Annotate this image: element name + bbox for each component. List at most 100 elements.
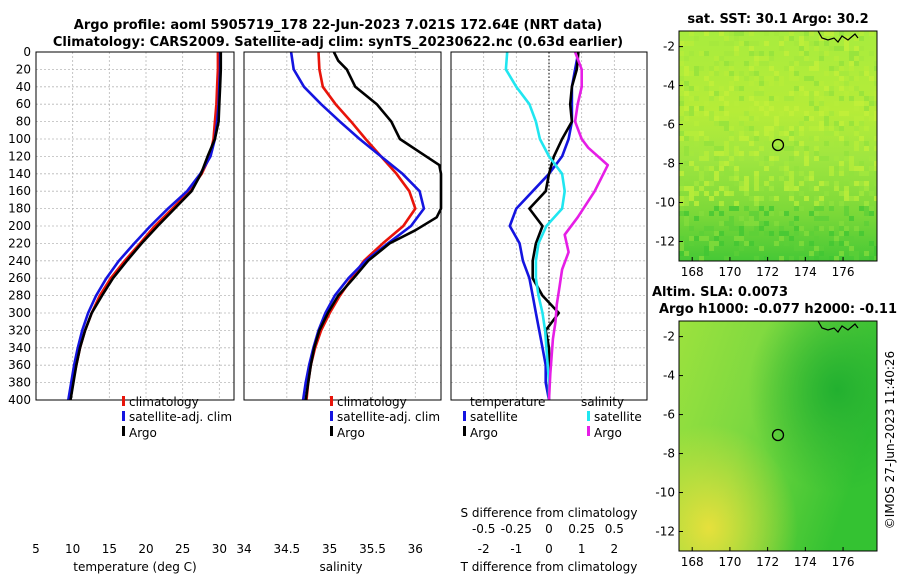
sst-cell — [819, 121, 824, 126]
pressure-tick-label: 160 — [8, 184, 31, 198]
sst-cell — [819, 101, 824, 106]
sst-cell — [804, 196, 809, 201]
sst-cell — [844, 241, 849, 246]
temperature-frame — [35, 51, 235, 401]
sst-cell — [804, 31, 809, 36]
sst-cell — [744, 191, 749, 196]
sst-cell — [864, 181, 869, 186]
sst-cell — [874, 116, 877, 121]
sst-cell — [739, 41, 744, 46]
sst-cell — [824, 216, 829, 221]
sst-cell — [689, 31, 694, 36]
difference-frame — [450, 51, 648, 401]
sst-cell — [694, 201, 699, 206]
sst-cell — [794, 71, 799, 76]
sst-cell — [694, 106, 699, 111]
sst-cell — [719, 31, 724, 36]
legend-label-satellite: satellite-adj. clim — [129, 410, 232, 424]
sst-map-axes: 168 170 172 174 176 -2 -4 -6 -8 -10 -12 — [655, 40, 854, 279]
sst-cell — [789, 156, 794, 161]
sst-cell — [704, 226, 709, 231]
sst-cell — [804, 51, 809, 56]
sst-cell — [834, 66, 839, 71]
sst-cell — [804, 256, 809, 261]
sst-cell — [834, 256, 839, 261]
pressure-tick-label: 320 — [8, 323, 31, 337]
sst-cell — [769, 231, 774, 236]
sst-cell — [854, 146, 859, 151]
sst-cell — [764, 76, 769, 81]
sst-cell — [869, 76, 874, 81]
sst-cell — [739, 186, 744, 191]
sst-cell — [714, 176, 719, 181]
pressure-tick-label: 80 — [16, 115, 31, 129]
sst-cell — [864, 66, 869, 71]
sst-cell — [849, 96, 854, 101]
sst-cell — [849, 166, 854, 171]
sst-cell — [784, 171, 789, 176]
sst-cell — [864, 106, 869, 111]
sst-cell — [834, 81, 839, 86]
sst-cell — [729, 31, 734, 36]
sst-cell — [679, 136, 684, 141]
sst-cell — [749, 31, 754, 36]
sst-cell — [714, 206, 719, 211]
sst-cell — [689, 86, 694, 91]
sst-cell — [839, 31, 844, 36]
sst-cell — [869, 116, 874, 121]
sst-cell — [829, 201, 834, 206]
sst-cell — [844, 46, 849, 51]
sst-cell — [714, 71, 719, 76]
sst-cell — [724, 166, 729, 171]
sst-cell — [844, 211, 849, 216]
map-y-tick-label: -6 — [663, 408, 675, 422]
sst-cell — [784, 241, 789, 246]
sst-cell — [704, 136, 709, 141]
sst-cell — [749, 126, 754, 131]
sst-cell — [804, 36, 809, 41]
sst-cell — [864, 71, 869, 76]
map-y-tick-label: -8 — [663, 447, 675, 461]
sst-cell — [854, 76, 859, 81]
sst-cell — [679, 96, 684, 101]
sst-cell — [854, 141, 859, 146]
sst-cell — [794, 76, 799, 81]
sst-cell — [839, 191, 844, 196]
sst-cell — [789, 221, 794, 226]
x-tick-label: 34 — [236, 542, 251, 556]
sst-cell — [769, 126, 774, 131]
sst-cell — [774, 156, 779, 161]
sst-cell — [689, 51, 694, 56]
sst-cell — [764, 181, 769, 186]
sst-cell — [779, 46, 784, 51]
sst-cell — [754, 61, 759, 66]
sst-cell — [734, 226, 739, 231]
sst-cell — [874, 111, 877, 116]
sst-cell — [789, 146, 794, 151]
sst-cell — [714, 166, 719, 171]
temperature-lines — [67, 52, 223, 401]
sst-cell — [809, 61, 814, 66]
sst-cell — [814, 256, 819, 261]
sst-cell — [684, 91, 689, 96]
sst-cell — [684, 151, 689, 156]
sst-cell — [714, 111, 719, 116]
sst-cell — [764, 56, 769, 61]
sst-cell — [809, 171, 814, 176]
sst-cell — [689, 111, 694, 116]
sst-cell — [739, 86, 744, 91]
sst-cell — [784, 211, 789, 216]
sst-cell — [764, 31, 769, 36]
map-y-tick-label: -12 — [655, 525, 675, 539]
sst-cell — [679, 101, 684, 106]
sst-cell — [684, 211, 689, 216]
sst-cell — [719, 221, 724, 226]
sst-cell — [744, 61, 749, 66]
sst-cell — [729, 66, 734, 71]
sst-cell — [874, 161, 877, 166]
sst-cell — [829, 86, 834, 91]
sst-cell — [754, 91, 759, 96]
sst-cell — [779, 111, 784, 116]
temperature-panel: 0 20 40 60 80 100 120 140 160 180 200 220 240 260 280 3… — [8, 45, 235, 574]
sst-cell — [844, 141, 849, 146]
